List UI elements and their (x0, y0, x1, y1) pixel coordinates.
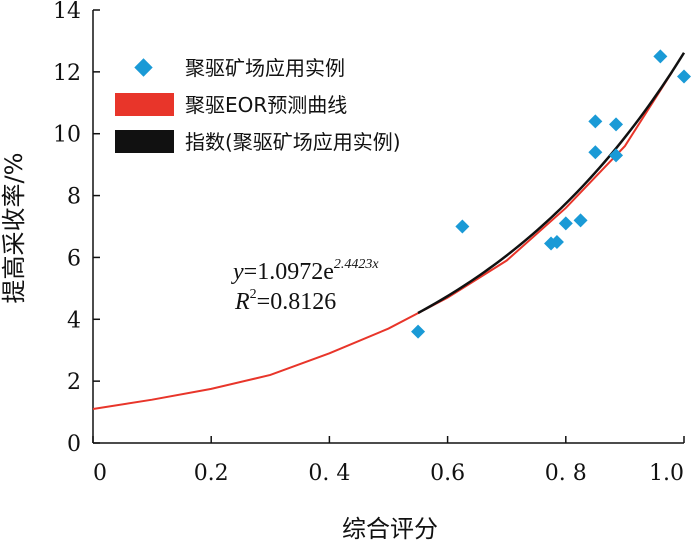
legend-swatch-trendline (115, 130, 174, 153)
legend-label-prediction: 聚驱EOR预测曲线 (185, 93, 347, 117)
exponential-trendline (417, 52, 686, 315)
x-tick-label: 0.6 (430, 461, 465, 486)
legend-swatch-scatter (134, 58, 153, 77)
equation-exponent: 2.4423x (334, 257, 380, 272)
data-point (677, 69, 691, 84)
equation-y: y (231, 259, 244, 285)
data-point (455, 219, 470, 234)
legend-label-scatter: 聚驱矿场应用实例 (185, 56, 345, 80)
y-tick-label: 8 (67, 185, 81, 210)
regression-annotation: y=1.0972e2.4423x R2=0.8126 (231, 257, 379, 315)
scatter-points (411, 49, 691, 339)
legend: 聚驱矿场应用实例 聚驱EOR预测曲线 指数(聚驱矿场应用实例) (115, 56, 401, 154)
y-axis-title: 提高采收率/% (0, 153, 28, 304)
data-point (609, 148, 624, 163)
r-squared: R2=0.8126 (234, 287, 336, 315)
equation-body: =1.0972e (244, 259, 334, 285)
y-tick-label: 14 (53, 0, 81, 24)
x-tick-label: 0.2 (194, 461, 229, 486)
data-point (588, 145, 603, 160)
r-squared-sup: 2 (250, 287, 257, 302)
x-axis-title: 综合评分 (342, 515, 438, 543)
y-tick-label: 12 (53, 61, 81, 86)
x-ticks: 0 0.2 0. 4 0.6 0. 8 1.0 (92, 436, 685, 486)
data-point (549, 234, 564, 249)
data-point (653, 49, 668, 64)
r-squared-r: R (234, 289, 250, 315)
prediction-curve (92, 71, 674, 410)
x-tick-label: 0. 4 (308, 461, 350, 486)
x-tick-label: 0. 8 (545, 461, 587, 486)
x-tick-label: 0 (93, 461, 107, 486)
y-tick-label: 6 (67, 246, 81, 271)
equation: y=1.0972e2.4423x (231, 257, 379, 285)
legend-swatch-prediction (115, 93, 174, 116)
y-tick-label: 4 (67, 308, 81, 333)
x-tick-label: 1.0 (649, 461, 684, 486)
y-tick-label: 10 (53, 123, 81, 148)
y-tick-label: 0 (67, 432, 81, 457)
data-point (609, 117, 624, 132)
r-squared-value: =0.8126 (257, 289, 337, 315)
data-point (588, 114, 603, 129)
y-ticks: 0 2 4 6 8 10 12 14 (53, 0, 100, 457)
data-point (558, 216, 573, 231)
data-point (411, 324, 426, 339)
legend-label-trendline: 指数(聚驱矿场应用实例) (185, 130, 401, 154)
y-tick-label: 2 (67, 370, 81, 395)
axes (92, 10, 684, 444)
data-point (573, 213, 588, 228)
